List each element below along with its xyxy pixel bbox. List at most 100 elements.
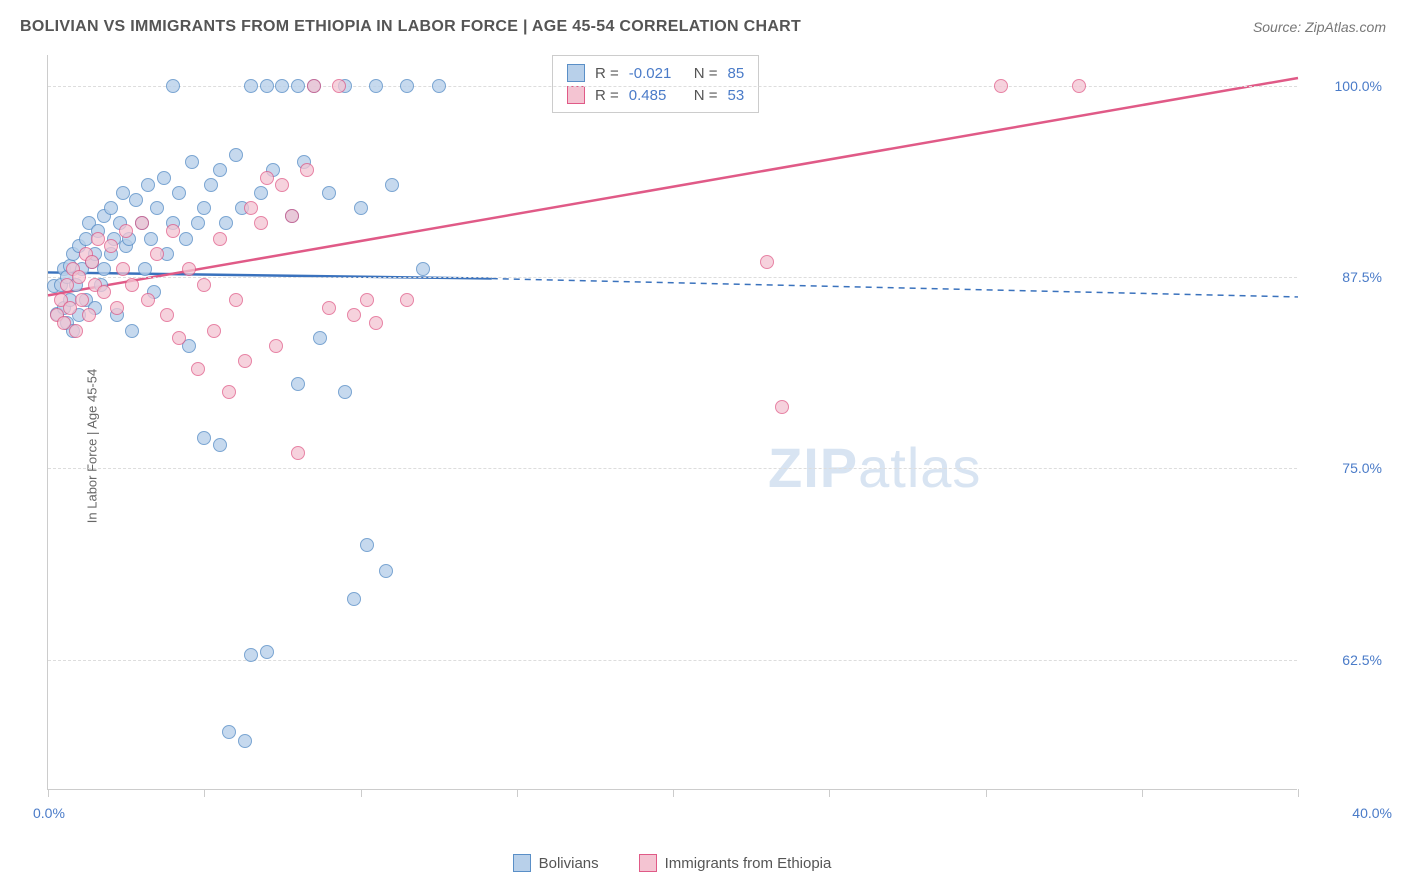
source-label: Source: ZipAtlas.com [1253,19,1386,35]
scatter-point [260,645,274,659]
scatter-point [322,301,336,315]
x-tick [361,789,362,797]
scatter-point [229,148,243,162]
n-value: 53 [728,87,745,104]
scatter-point [275,178,289,192]
scatter-point [244,201,258,215]
x-tick [204,789,205,797]
scatter-point [144,232,158,246]
scatter-point [222,725,236,739]
r-value: 0.485 [629,87,684,104]
scatter-point [63,301,77,315]
scatter-point [1072,79,1086,93]
x-tick [517,789,518,797]
legend-label: Immigrants from Ethiopia [665,855,832,872]
scatter-point [104,201,118,215]
scatter-point [204,178,218,192]
scatter-point [347,308,361,322]
scatter-point [354,201,368,215]
bottom-legend: Bolivians Immigrants from Ethiopia [47,854,1297,872]
scatter-point [300,163,314,177]
scatter-point [213,438,227,452]
gridline [48,468,1297,469]
scatter-point [69,324,83,338]
scatter-point [269,339,283,353]
scatter-point [385,178,399,192]
scatter-point [172,186,186,200]
scatter-point [260,171,274,185]
scatter-point [254,216,268,230]
x-tick [673,789,674,797]
scatter-point [141,178,155,192]
scatter-point [222,385,236,399]
scatter-point [291,79,305,93]
x-tick [48,789,49,797]
scatter-point [85,255,99,269]
scatter-point [125,324,139,338]
scatter-point [338,385,352,399]
scatter-point [185,155,199,169]
scatter-point [160,308,174,322]
scatter-point [760,255,774,269]
scatter-point [285,209,299,223]
scatter-point [400,293,414,307]
trend-lines [48,55,1297,789]
series-swatch [567,64,585,82]
scatter-point [141,293,155,307]
scatter-point [110,301,124,315]
scatter-point [322,186,336,200]
scatter-point [400,79,414,93]
scatter-point [197,431,211,445]
scatter-point [291,446,305,460]
scatter-point [97,262,111,276]
plot-area: ZIPatlas R =-0.021N =85R =0.485N =53 0.0… [47,55,1297,790]
scatter-point [166,224,180,238]
scatter-point [60,278,74,292]
gridline [48,277,1297,278]
scatter-point [775,400,789,414]
r-value: -0.021 [629,65,684,82]
scatter-point [244,79,258,93]
scatter-point [416,262,430,276]
r-label: R = [595,65,619,82]
scatter-point [166,79,180,93]
x-tick [1298,789,1299,797]
scatter-point [179,232,193,246]
scatter-point [219,216,233,230]
scatter-point [104,239,118,253]
scatter-point [172,331,186,345]
legend-label: Bolivians [539,855,599,872]
scatter-point [213,232,227,246]
scatter-point [347,592,361,606]
scatter-point [291,377,305,391]
scatter-point [260,79,274,93]
legend-swatch [513,854,531,872]
n-label: N = [694,65,718,82]
scatter-point [75,293,89,307]
scatter-point [432,79,446,93]
y-tick-label: 100.0% [1335,78,1382,94]
scatter-point [182,262,196,276]
scatter-point [313,331,327,345]
scatter-point [238,354,252,368]
scatter-point [360,293,374,307]
scatter-point [138,262,152,276]
scatter-point [229,293,243,307]
y-tick-label: 87.5% [1342,269,1382,285]
x-tick [1142,789,1143,797]
scatter-point [72,270,86,284]
y-tick-label: 75.0% [1342,460,1382,476]
scatter-point [238,734,252,748]
scatter-point [191,216,205,230]
scatter-point [275,79,289,93]
scatter-point [197,201,211,215]
r-label: R = [595,87,619,104]
scatter-point [116,262,130,276]
scatter-point [119,224,133,238]
x-axis-start-label: 0.0% [33,805,65,821]
scatter-point [307,79,321,93]
legend-swatch [639,854,657,872]
scatter-point [332,79,346,93]
gridline [48,86,1297,87]
stats-box: R =-0.021N =85R =0.485N =53 [552,55,759,113]
